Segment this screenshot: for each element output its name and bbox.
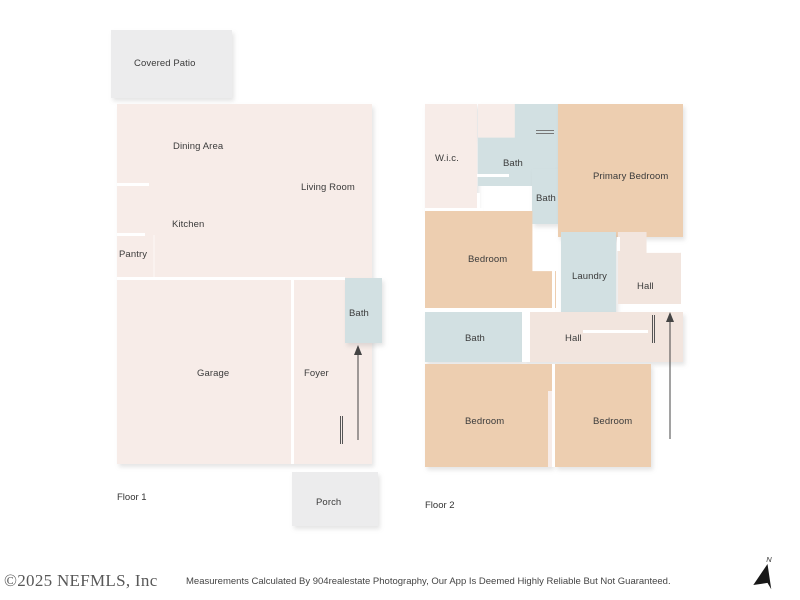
svg-text:N: N (766, 555, 772, 564)
